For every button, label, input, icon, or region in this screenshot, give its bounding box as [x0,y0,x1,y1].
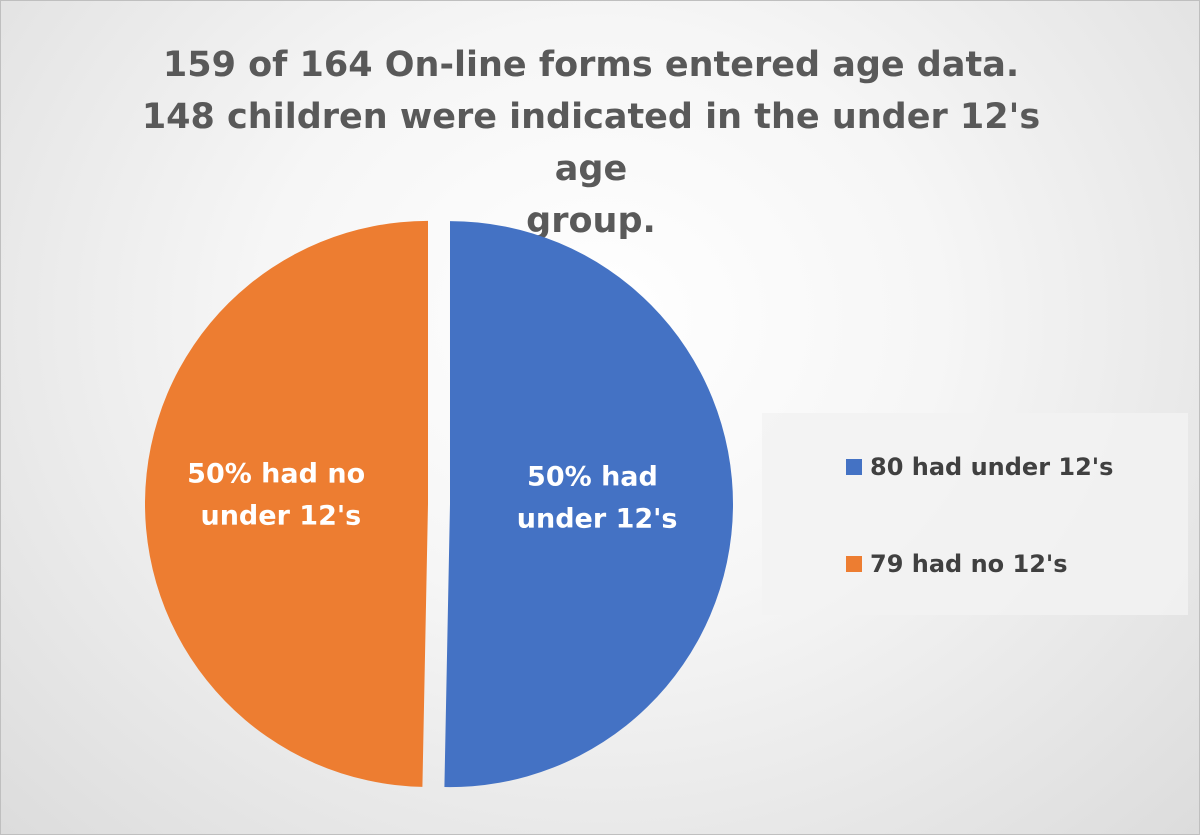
legend-label-under-12s: 80 had under 12's [870,453,1114,481]
legend-swatch-no-under-12s [846,556,862,572]
chart-title-line-2: 148 children were indicated in the under… [141,97,1041,189]
pie-slice-under-12s[interactable] [444,221,734,788]
chart-title-line-1: 159 of 164 On-line forms entered age dat… [162,45,1020,85]
chart-title-line-3: group. [526,201,656,241]
slice-label-no-under-12s: 50% had no under 12's [187,458,374,531]
slice-label-no-under-12s-line-2: under 12's [200,500,361,531]
chart-title: 159 of 164 On-line forms entered age dat… [101,39,1081,247]
slice-label-under-12s-line-1: 50% had [527,462,658,493]
slice-label-under-12s-line-2: under 12's [517,504,678,535]
slice-label-under-12s: 50% had under 12's [517,462,678,535]
legend-item-no-under-12s[interactable]: 79 had no 12's [846,550,1068,578]
legend-label-no-under-12s: 79 had no 12's [870,550,1068,578]
legend: 80 had under 12's 79 had no 12's [762,413,1188,615]
slice-label-no-under-12s-line-1: 50% had no [187,458,365,489]
legend-item-under-12s[interactable]: 80 had under 12's [846,453,1113,481]
pie-slice-no-under-12s[interactable] [144,220,429,787]
legend-swatch-under-12s [846,459,862,475]
